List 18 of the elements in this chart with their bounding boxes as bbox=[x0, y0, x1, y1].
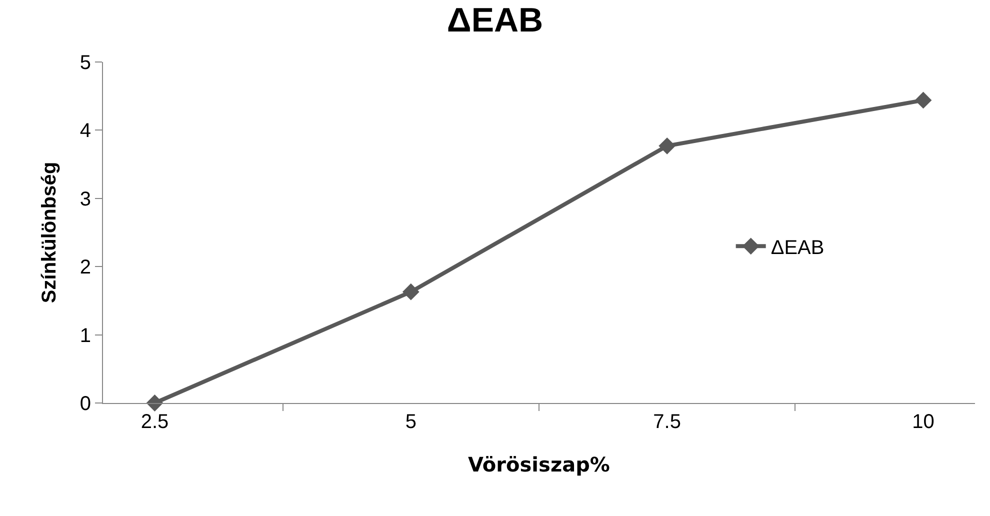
x-tick-label: 2.5 bbox=[140, 411, 169, 433]
y-tick-label: 2 bbox=[80, 256, 91, 279]
x-tick-label: 10 bbox=[912, 411, 934, 433]
y-tick-label: 5 bbox=[80, 52, 91, 74]
point bbox=[914, 92, 932, 109]
y-tick-label: 0 bbox=[80, 393, 91, 415]
point bbox=[402, 283, 420, 300]
x-tick-label: 7.5 bbox=[653, 411, 681, 433]
x-tick-label: 5 bbox=[405, 411, 416, 433]
chart-title: ΔEAB bbox=[446, 2, 544, 40]
y-tick-label: 1 bbox=[80, 324, 91, 347]
y-axis-title: Színkülönbség bbox=[38, 162, 60, 304]
point bbox=[146, 394, 164, 412]
x-axis-title: Vörösiszap% bbox=[468, 452, 610, 476]
legend-label: ΔEAB bbox=[770, 236, 824, 259]
y-tick-label: 3 bbox=[80, 188, 91, 210]
point bbox=[658, 137, 676, 154]
y-tick-label: 4 bbox=[80, 120, 91, 142]
